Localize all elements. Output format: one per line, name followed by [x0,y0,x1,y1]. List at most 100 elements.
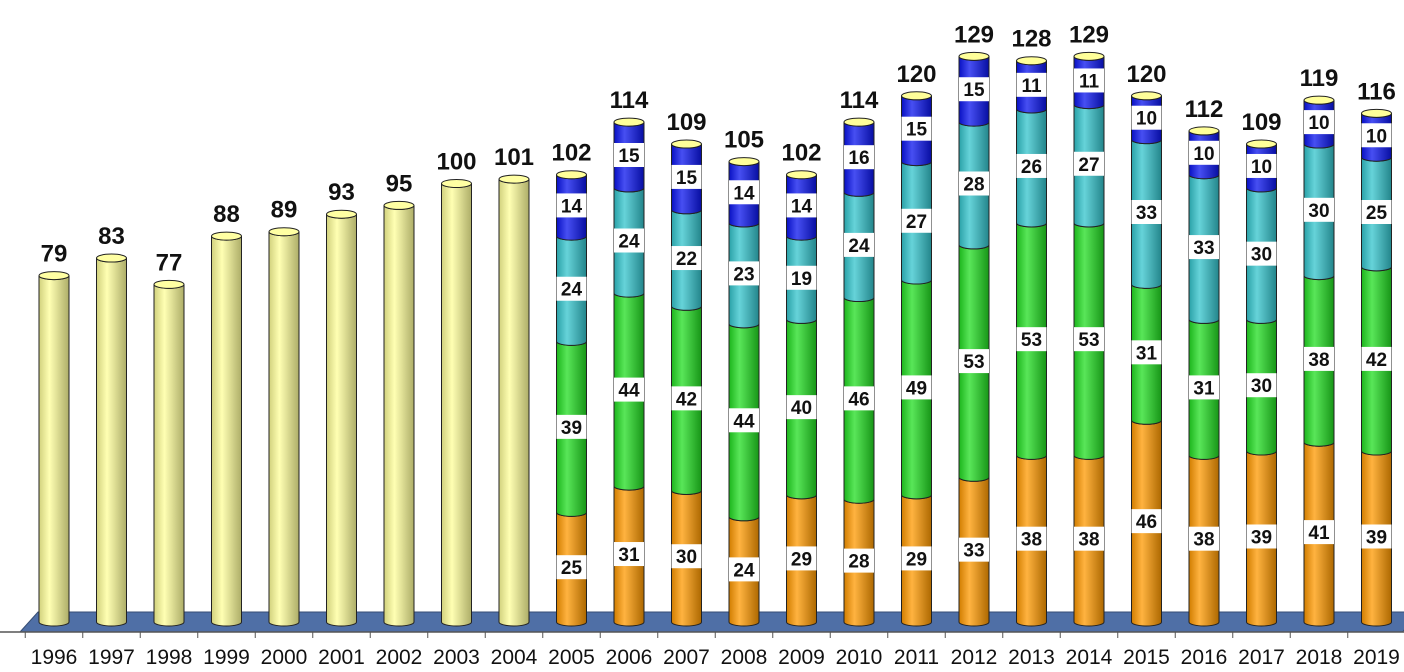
segment-value-label: 15 [618,146,640,167]
segment-value-label: 11 [1021,76,1042,97]
segment-label-box [729,408,759,433]
x-tick-label: 2002 [376,646,423,669]
segment-label-box [786,546,817,571]
bar-top-2016 [1188,126,1220,136]
segment-value-label: 19 [791,269,812,290]
total-value-label: 105 [724,127,764,154]
segment-value-label: 42 [1366,350,1387,371]
value-labels-group: 79 83 77 88 89 93 95 100 101 25 39 24 14 102 31 44 24 15 1… [41,21,1396,582]
x-axis: 1996 1997 1998 1999 2000 2001 2002 2003 2004 2005… [24,632,1400,669]
segment-label-box [1246,241,1277,266]
segment-value-label: 23 [733,264,754,285]
bar-top-2007 [671,139,702,149]
total-value-label: 120 [896,61,936,88]
segment-value-label: 15 [906,120,928,141]
segment-label-box [901,375,932,400]
segment-label-box [959,537,989,562]
bar-2003 [441,183,472,627]
segment-label-box [1304,110,1334,135]
x-tick-label: 2015 [1123,646,1170,669]
x-tick-label: 2009 [778,646,825,669]
segment-label-box [671,164,702,189]
total-value-label: 109 [666,109,706,136]
segment-value-label: 30 [1251,245,1272,266]
bar-top-2000 [268,227,300,237]
segment-label-box [1304,197,1334,222]
total-value-label: 100 [436,149,476,176]
segment-label-box [614,542,644,567]
segment-label-box [1016,327,1047,352]
segment-label-box [1361,524,1392,549]
total-value-label: 120 [1126,61,1166,88]
bar-top-1996 [38,271,70,281]
segment-value-label: 30 [1251,376,1272,397]
bar-top-2019 [1361,108,1392,118]
x-tick-label: 2019 [1353,646,1400,669]
segment-value-label: 14 [733,183,755,204]
bar-top-2012 [958,51,990,61]
segment-label-box [1189,526,1219,551]
segment-value-label: 46 [1136,512,1157,533]
x-tick-label: 1997 [88,646,135,669]
cylinder-body [211,235,242,627]
bar-top-2004 [498,174,530,184]
segment-value-label: 33 [1136,203,1157,224]
total-value-label: 79 [41,241,68,268]
total-value-label: 129 [1069,21,1109,48]
segment-value-label: 10 [1193,144,1214,165]
segment-value-label: 38 [1308,350,1329,371]
segment-label-box [1131,340,1162,365]
x-tick-label: 2018 [1296,646,1343,669]
segment-label-box [671,544,702,569]
segment-label-box [556,276,587,301]
bar-top-2001 [326,209,357,219]
x-tick-label: 2010 [836,646,883,669]
segment-label-box [1074,68,1104,93]
total-value-label: 88 [213,201,240,228]
segment-label-box [1189,235,1219,260]
segment-value-label: 53 [1078,330,1099,351]
bar-top-1998 [153,279,185,289]
bar-1999 [211,235,242,627]
segment-label-box [959,77,989,102]
segment-label-box [901,116,932,141]
segment-label-box [1246,153,1277,178]
segment-value-label: 10 [1136,109,1157,130]
segment-value-label: 24 [561,280,583,301]
segment-label-box [1361,200,1392,225]
cylinder-body [441,183,472,627]
x-tick-label: 1996 [31,646,78,669]
segment-label-box [786,193,817,218]
segment-label-box [671,246,702,271]
bar-top-2005 [556,170,587,180]
segment-value-label: 29 [906,549,927,570]
total-value-label: 95 [386,170,413,197]
cylinder-body [383,205,415,627]
segment-value-label: 41 [1308,523,1330,544]
total-value-label: 93 [328,179,355,206]
bar-top-2003 [441,179,472,188]
total-value-label: 119 [1300,65,1339,92]
bar-top-2014 [1073,51,1105,61]
total-value-label: 109 [1241,109,1281,136]
segment-label-box [844,232,874,257]
bar-1997 [96,257,127,627]
segment-label-box [1189,140,1219,165]
segment-label-box [1074,526,1104,551]
segment-value-label: 15 [676,168,698,189]
segment-label-box [729,557,759,582]
segment-value-label: 11 [1079,71,1100,92]
segment-value-label: 10 [1366,126,1387,147]
total-value-label: 128 [1011,26,1051,53]
bar-top-2013 [1016,56,1047,66]
x-tick-label: 2004 [491,646,538,669]
segment-label-box [786,265,817,290]
segment-value-label: 39 [561,418,582,439]
bar-top-2011 [901,91,932,101]
segment-value-label: 33 [1193,238,1214,259]
segment-label-box [1246,524,1277,549]
x-tick-label: 2008 [721,646,768,669]
segment-value-label: 14 [561,196,583,217]
segment-label-box [614,228,644,253]
